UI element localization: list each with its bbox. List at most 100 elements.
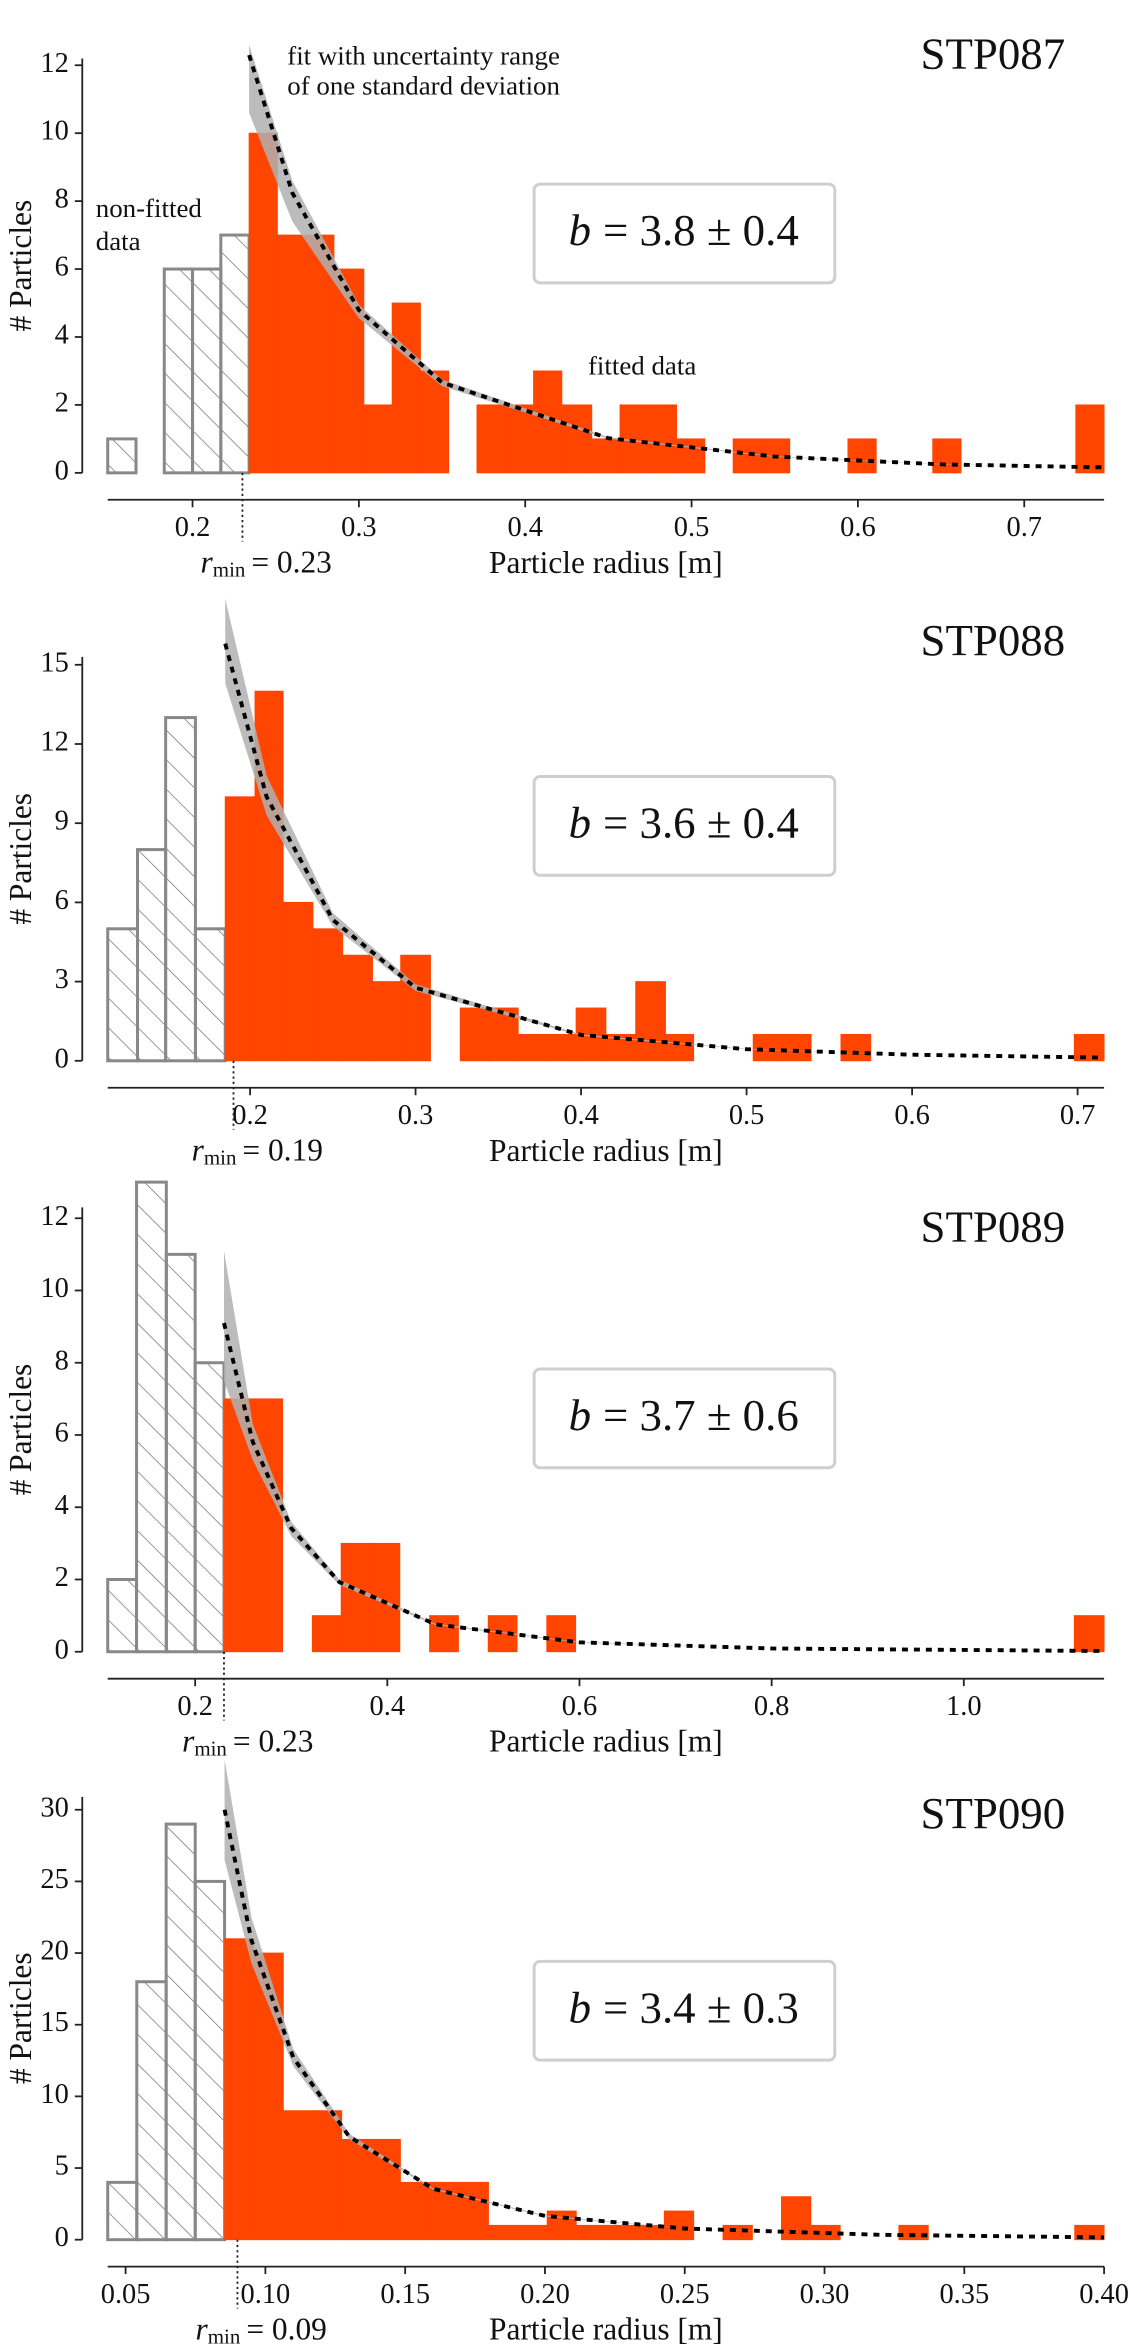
fitted-bar	[476, 404, 506, 474]
fitted-bar	[458, 2181, 489, 2241]
y-axis-label: # Particles	[3, 1952, 38, 2084]
y-tick-label: 15	[40, 647, 68, 678]
fit-symbol: b	[569, 1390, 591, 1440]
x-tick-label: 0.6	[840, 512, 876, 543]
x-tick-label: 0.2	[175, 512, 211, 543]
fitted-bar	[391, 302, 421, 474]
x-tick-label: 0.6	[894, 1100, 930, 1131]
rmin-symbol: r	[196, 2312, 209, 2347]
fit-label: b = 3.8 ± 0.4	[569, 205, 799, 255]
y-tick-label: 3	[55, 964, 69, 995]
y-tick-label: 12	[40, 48, 68, 79]
fit-label-box	[532, 1367, 837, 1470]
fitted-bar	[517, 1033, 549, 1062]
rmin-value: = 0.23	[233, 1724, 314, 1759]
x-tick-label: 0.3	[341, 512, 377, 543]
panel: STP087 0 2 4 6 8 10 12 0.2 0.3 0.4 0.5 0.6 0.7 Particl…	[3, 29, 1105, 582]
fitted-bar	[665, 1033, 695, 1062]
x-tick-label: 0.4	[507, 512, 543, 543]
chart-title: STP089	[921, 1202, 1066, 1252]
fitted-bar	[282, 2110, 314, 2241]
fitted-bar	[1073, 1033, 1105, 1062]
annotation: of one standard deviation	[287, 71, 560, 101]
non-fitted-bar	[193, 1361, 226, 1654]
fitted-bar	[340, 1542, 372, 1653]
y-tick-label: 0	[55, 2222, 69, 2253]
non-fitted-bar	[191, 267, 223, 475]
x-tick-label: 0.25	[660, 2279, 710, 2310]
chart-title: STP090	[921, 1788, 1066, 1838]
x-axis-label: Particle radius [m]	[489, 1724, 723, 1759]
panel: STP089 0 2 4 6 8 10 12 0.2 0.4 0.6 0.8 1.0 Particle r…	[3, 1180, 1105, 1761]
fit-value: = 3.8 ± 0.4	[603, 205, 799, 255]
x-tick-label: 0.4	[563, 1100, 599, 1131]
y-tick-label: 0	[55, 1634, 69, 1665]
fit-line	[222, 1322, 1105, 1653]
non-fitted-bar	[106, 437, 138, 475]
fit-symbol: b	[569, 205, 591, 255]
fitted-bar	[847, 438, 877, 474]
y-axis-label: # Particles	[3, 200, 38, 332]
rmin-symbol: r	[201, 545, 214, 580]
fitted-bar	[663, 2210, 695, 2241]
fitted-bar	[780, 1033, 812, 1062]
fitted-bar	[932, 438, 962, 474]
fitted-bar	[732, 438, 762, 474]
fitted-bar	[282, 901, 314, 1062]
rmin-symbol: r	[192, 1133, 205, 1168]
fitted-bar	[1075, 404, 1105, 474]
non-fitted-bar	[164, 716, 197, 1063]
y-tick-label: 2	[55, 1562, 69, 1593]
fitted-bar	[341, 2138, 372, 2241]
fitted-bar	[400, 954, 431, 1062]
fitted-bar	[647, 404, 678, 474]
fitted-bar	[504, 404, 534, 474]
non-fitted-bar	[135, 1980, 168, 2242]
non-fitted-bar	[106, 2180, 139, 2242]
fit-label-box	[532, 775, 837, 877]
fitted-bar	[635, 981, 666, 1062]
fitted-bar	[722, 2224, 753, 2241]
x-tick-label: 0.5	[729, 1100, 765, 1131]
x-axis-label: Particle radius [m]	[489, 1133, 723, 1168]
y-tick-label: 2	[55, 387, 69, 418]
fitted-bar	[898, 2224, 929, 2241]
fitted-bar	[363, 404, 393, 474]
fitted-bar	[429, 1615, 459, 1653]
fitted-bar	[419, 370, 450, 474]
fitted-bar	[342, 954, 373, 1062]
rmin-value: = 0.23	[251, 545, 332, 580]
rmin-label: rmin = 0.23	[201, 545, 332, 582]
fitted-bar	[224, 796, 256, 1062]
y-tick-label: 10	[40, 1273, 68, 1304]
x-tick-label: 0.2	[177, 1691, 213, 1722]
fitted-bar	[312, 2110, 343, 2241]
rmin-label: rmin = 0.23	[182, 1724, 313, 1761]
fitted-bar	[488, 2224, 519, 2241]
annotation: data	[96, 226, 141, 256]
fitted-bar	[547, 1033, 577, 1062]
fitted-bar	[459, 1007, 489, 1062]
y-axis-label: # Particles	[3, 1364, 38, 1496]
y-tick-label: 30	[40, 1792, 68, 1823]
fit-label-box	[532, 1959, 837, 2062]
rmin-subscript: min	[194, 1736, 227, 1760]
x-tick-label: 0.7	[1006, 512, 1042, 543]
fitted-bar	[619, 404, 649, 474]
x-tick-label: 0.8	[754, 1691, 790, 1722]
fitted-bar	[370, 2138, 401, 2241]
fitted-bar	[676, 438, 706, 474]
fitted-bar	[311, 1615, 342, 1653]
x-axis-label: Particle radius [m]	[489, 2312, 723, 2347]
y-tick-label: 9	[55, 806, 69, 837]
y-tick-label: 15	[40, 2007, 68, 2038]
non-fitted-bar	[193, 927, 227, 1063]
x-axis-label: Particle radius [m]	[489, 545, 723, 580]
non-fitted-bar	[219, 233, 251, 475]
x-tick-label: 0.40	[1079, 2279, 1129, 2310]
non-fitted-bar	[106, 1577, 139, 1654]
fitted-bar	[591, 438, 621, 474]
non-fitted-bar	[164, 1252, 197, 1654]
y-tick-label: 0	[55, 455, 69, 486]
